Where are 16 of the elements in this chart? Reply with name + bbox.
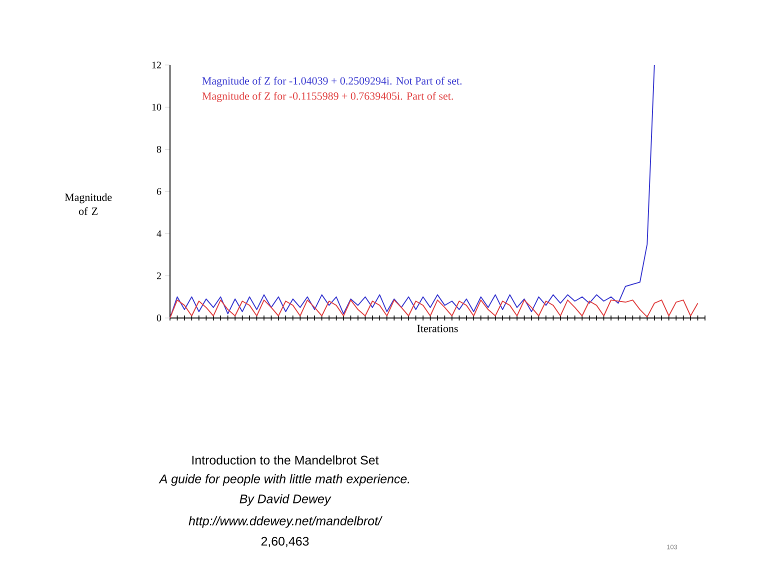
y-tick-label: 0 — [156, 314, 162, 322]
y-tick-label: 2 — [156, 272, 161, 280]
text: Magnitude of Z for -1.04039 + 0.2509294i. Not Part of set. — [202, 76, 462, 87]
text: http://www.ddewey.net/mandelbrot/ — [188, 516, 383, 528]
y-tick-label: 10 — [152, 104, 162, 111]
text: By David Dewey — [240, 494, 332, 506]
text: Magnitude of Z for -0.1155989 + 0.7639405i. Part of set. — [202, 92, 453, 102]
y-tick-label: 8 — [156, 146, 162, 153]
text: 2,60,463 — [261, 536, 309, 548]
text: Introduction to the Mandelbrot Set — [192, 455, 379, 465]
text: A guide for people with little math experience. — [158, 474, 410, 486]
y-tick-label: 6 — [156, 188, 162, 195]
y-tick-label: 4 — [156, 230, 162, 237]
y-axis-title: Magnitude of Z — [64, 193, 112, 215]
x-axis-title: Iterations — [417, 324, 458, 332]
y-tick-label: 12 — [152, 62, 161, 68]
